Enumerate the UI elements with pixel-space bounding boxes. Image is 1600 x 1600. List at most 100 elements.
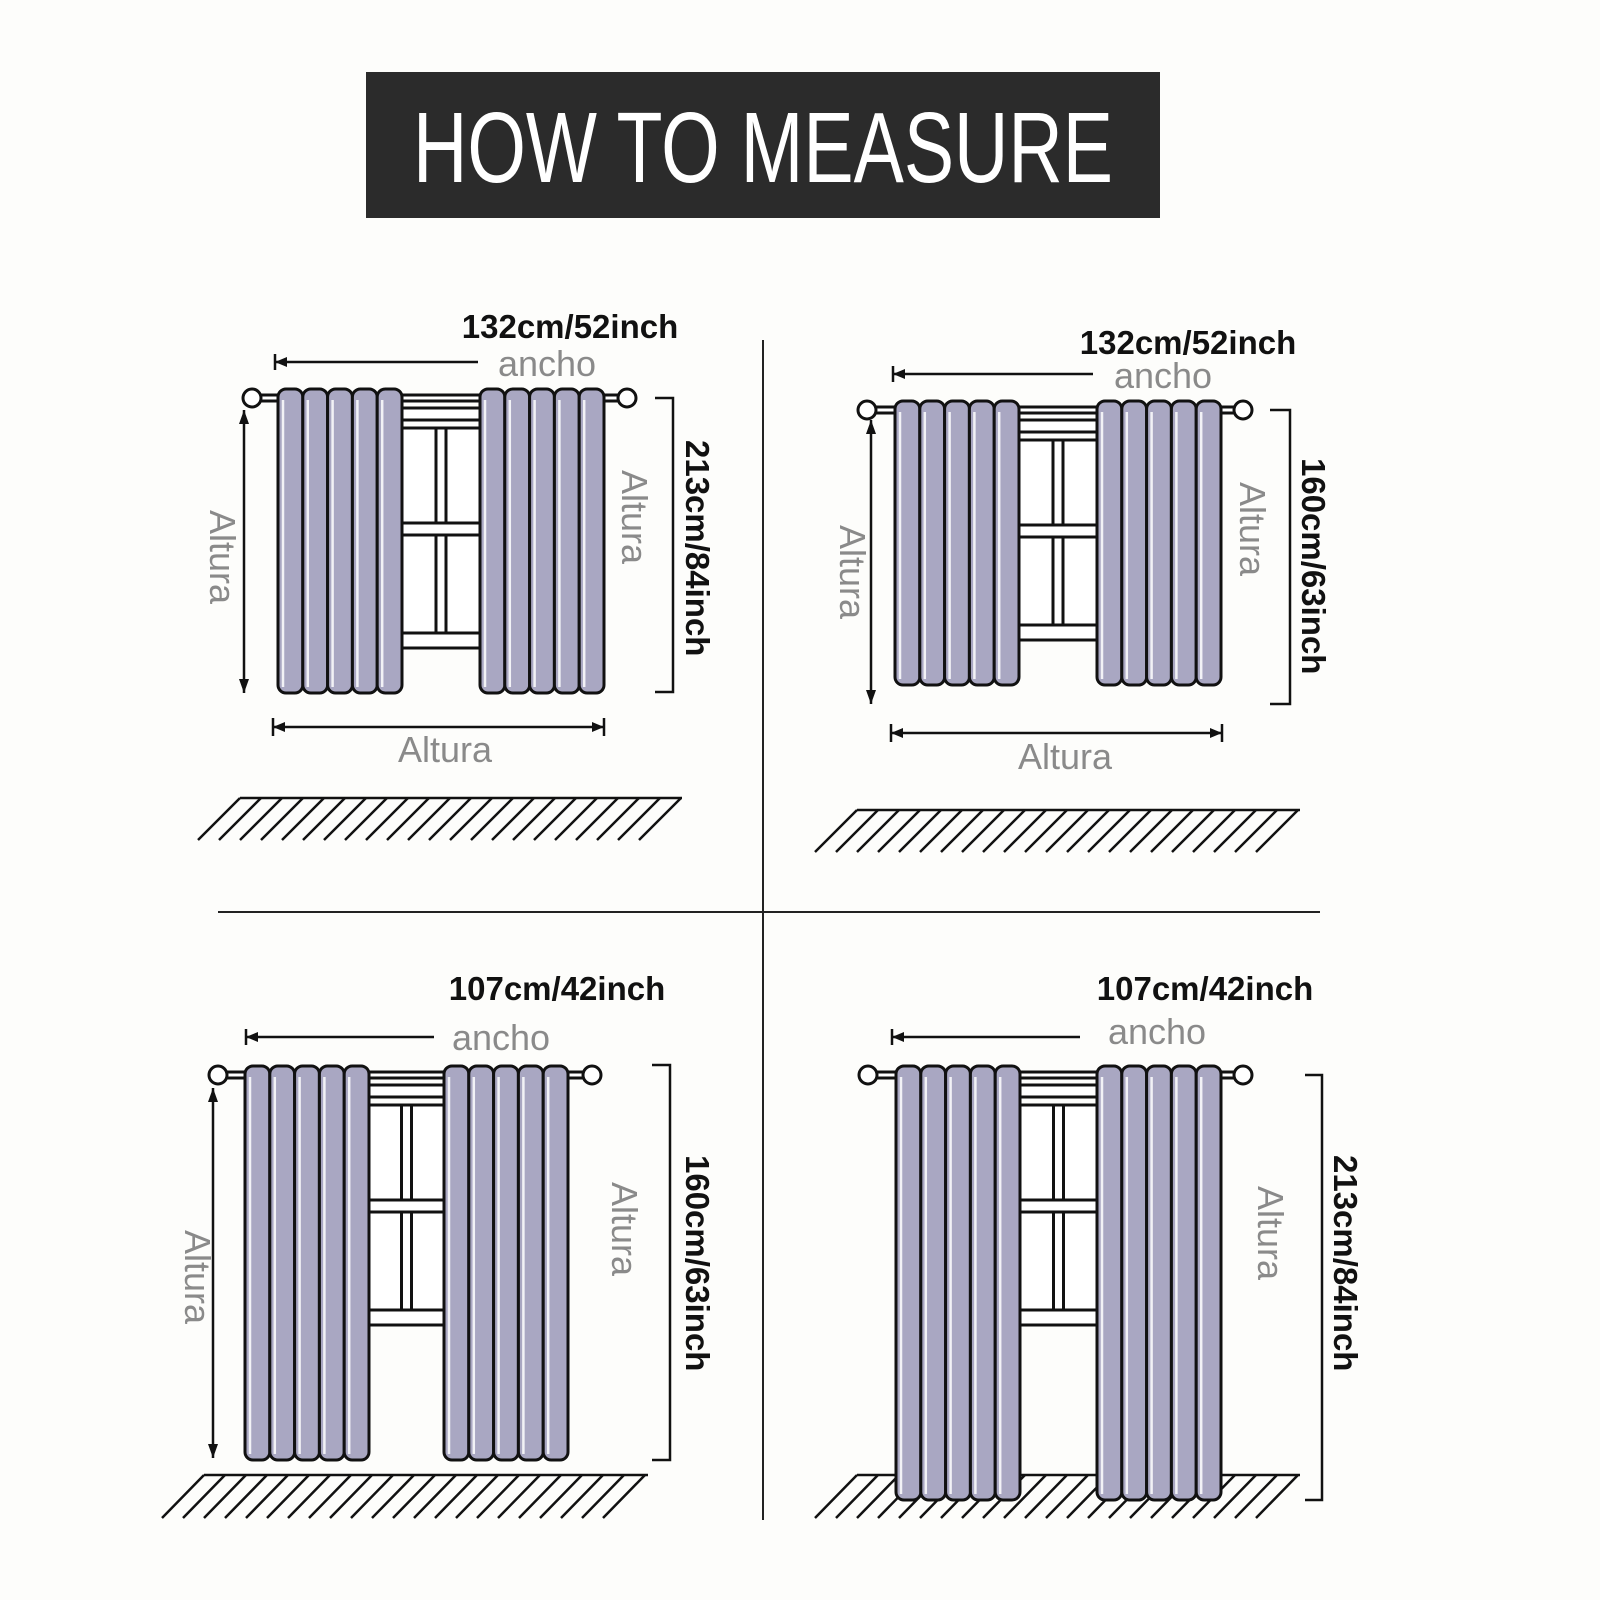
bottom-altura-label: Altura — [1018, 736, 1113, 777]
hatch-line — [281, 797, 325, 841]
curtain-pleat — [342, 1064, 371, 1462]
hatch-line — [596, 797, 640, 841]
hatch-line — [1213, 1474, 1257, 1519]
right-altura-label: Altura — [614, 470, 655, 565]
height-bracket — [1270, 408, 1292, 706]
right-altura-label: Altura — [1250, 1186, 1291, 1281]
curtain-pleat — [968, 1064, 997, 1502]
hatch-line — [533, 797, 577, 841]
floor-hatching — [814, 1473, 1300, 1519]
right-altura-label: Altura — [1232, 482, 1273, 577]
page-title: HOW TO MEASURE — [413, 92, 1113, 204]
hatch-line — [1024, 809, 1068, 853]
measure-panel-3: 107cm/42inch ancho 160cm/63inch Altura Altur… — [161, 970, 716, 1519]
hatch-line — [1003, 809, 1047, 853]
hatch-line — [856, 809, 900, 853]
left-altura-label: Altura — [177, 1230, 218, 1325]
height-measurement-label: 213cm/84inch — [679, 440, 716, 656]
width-measurement-label: 107cm/42inch — [1097, 970, 1313, 1007]
width-measurement-label: 107cm/42inch — [449, 970, 665, 1007]
window-crossbar — [1017, 523, 1099, 539]
right-altura-label: Altura — [604, 1182, 645, 1277]
hatch-line — [575, 797, 619, 841]
curtain-pleat — [1145, 399, 1173, 687]
hatch-line — [1234, 809, 1278, 853]
hatch-line — [329, 1474, 373, 1519]
hatch-line — [877, 809, 921, 853]
hatch-line — [413, 1474, 457, 1519]
window-top-rail — [367, 1083, 446, 1099]
curtain-pleat — [919, 1064, 948, 1502]
ancho-arrow-head — [246, 1032, 258, 1042]
hatch-line — [856, 1474, 900, 1519]
measure-panel-4: 107cm/42inch ancho 213cm/84inch Altura — [814, 970, 1364, 1519]
ancho-label: ancho — [498, 343, 596, 384]
curtain-pleat — [1095, 399, 1124, 687]
hatch-line — [1066, 809, 1110, 853]
hatch-line — [350, 1474, 394, 1519]
hatch-line — [940, 809, 984, 853]
hatch-line — [287, 1474, 331, 1519]
hatch-line — [476, 1474, 520, 1519]
hatch-line — [407, 797, 451, 841]
hatch-line — [428, 797, 472, 841]
window-top-rail — [1018, 1083, 1099, 1099]
hatch-line — [814, 809, 858, 853]
curtain-pleat — [1194, 1064, 1223, 1502]
curtain-pleat — [442, 1064, 471, 1462]
hatch-line — [1045, 1474, 1089, 1519]
window — [367, 1083, 446, 1327]
hatch-line — [1192, 809, 1236, 853]
window-crossbar — [400, 521, 482, 537]
curtain-pleat — [301, 387, 330, 695]
hatch-line — [260, 797, 304, 841]
curtain-pleat — [944, 1064, 972, 1502]
left-altura-label: Altura — [832, 525, 873, 620]
curtain-pleat — [1095, 1064, 1124, 1502]
hatch-line — [302, 797, 346, 841]
curtain-pleat — [317, 1064, 346, 1462]
right-curtain-panel — [442, 1064, 570, 1462]
left-altura-label: Altura — [202, 510, 243, 605]
curtain-pleat — [243, 1064, 272, 1462]
curtain-pleat — [1120, 1064, 1149, 1502]
height-bracket — [652, 1063, 672, 1462]
window-crossbar — [367, 1198, 446, 1214]
curtain-pleat — [943, 399, 971, 687]
floor-hatching — [814, 808, 1300, 853]
hatch-line — [1108, 809, 1152, 853]
height-measurement-label: 160cm/63inch — [679, 1155, 716, 1371]
curtain-pleat — [577, 387, 606, 695]
hatch-line — [449, 797, 493, 841]
window-sill — [1017, 623, 1099, 642]
hatch-line — [518, 1474, 562, 1519]
curtain-pleat — [478, 387, 507, 695]
rod-finial — [856, 399, 878, 421]
hatch-line — [835, 809, 879, 853]
ancho-label: ancho — [1108, 1011, 1206, 1052]
hatch-line — [1255, 809, 1299, 853]
curtain-pleat — [375, 387, 404, 695]
hatch-line — [617, 797, 661, 841]
floor-hatching — [197, 796, 682, 841]
curtain-pleat — [541, 1064, 570, 1462]
hatch-line — [239, 797, 283, 841]
rod-finial — [857, 1064, 879, 1086]
hatch-line — [898, 809, 942, 853]
curtain-pleat — [1145, 1064, 1173, 1502]
left-curtain-panel — [276, 387, 404, 695]
window — [1017, 418, 1099, 642]
curtain-pleat — [1120, 399, 1149, 687]
curtain-pleat — [993, 1064, 1022, 1502]
rod-finial — [1232, 399, 1254, 421]
hatch-line — [392, 1474, 436, 1519]
hatch-line — [814, 1474, 858, 1519]
hatch-line — [1129, 809, 1173, 853]
hatch-line — [497, 1474, 541, 1519]
hatch-line — [1234, 1474, 1278, 1519]
height-bracket — [655, 396, 675, 694]
window-sill — [400, 631, 482, 650]
